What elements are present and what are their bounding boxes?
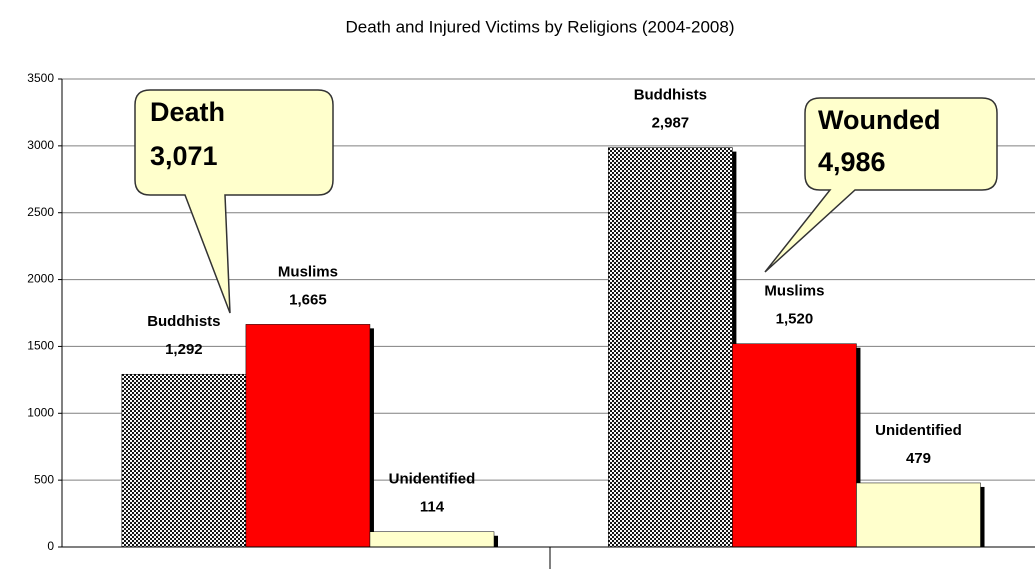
series-label: Muslims: [764, 283, 824, 300]
y-tick-label: 1500: [27, 339, 54, 353]
callout-title: Wounded: [818, 105, 940, 135]
callout-title: Death: [150, 97, 225, 127]
bar: [245, 324, 371, 548]
y-tick-label: 3500: [27, 71, 54, 85]
callout: [764, 97, 998, 273]
callout-text: 3,071: [150, 141, 218, 171]
y-tick-label: 2500: [27, 205, 54, 219]
chart-title: Death and Injured Victims by Religions (…: [345, 17, 734, 36]
series-label: Buddhists: [634, 87, 707, 104]
value-label: 1,520: [776, 311, 814, 328]
y-tick-label: 2000: [27, 272, 54, 286]
value-label: 2,987: [652, 115, 690, 132]
callout: [134, 89, 334, 314]
series-label: Buddhists: [147, 313, 220, 330]
bar: [369, 531, 495, 548]
value-label: 1,665: [289, 291, 327, 308]
bar: [608, 147, 733, 548]
bar: [121, 373, 247, 548]
value-label: 1,292: [165, 341, 203, 358]
value-label: 114: [420, 499, 445, 516]
series-label: Unidentified: [389, 471, 476, 488]
series-label: Unidentified: [875, 422, 962, 439]
y-tick-label: 0: [47, 539, 54, 553]
y-tick-label: 500: [34, 472, 54, 486]
bar: [856, 482, 981, 548]
y-tick-label: 3000: [27, 138, 54, 152]
series-label: Muslims: [278, 263, 338, 280]
y-tick-label: 1000: [27, 405, 54, 419]
bar: [732, 343, 857, 548]
callout-text: 4,986: [818, 147, 886, 177]
value-label: 479: [906, 450, 931, 467]
